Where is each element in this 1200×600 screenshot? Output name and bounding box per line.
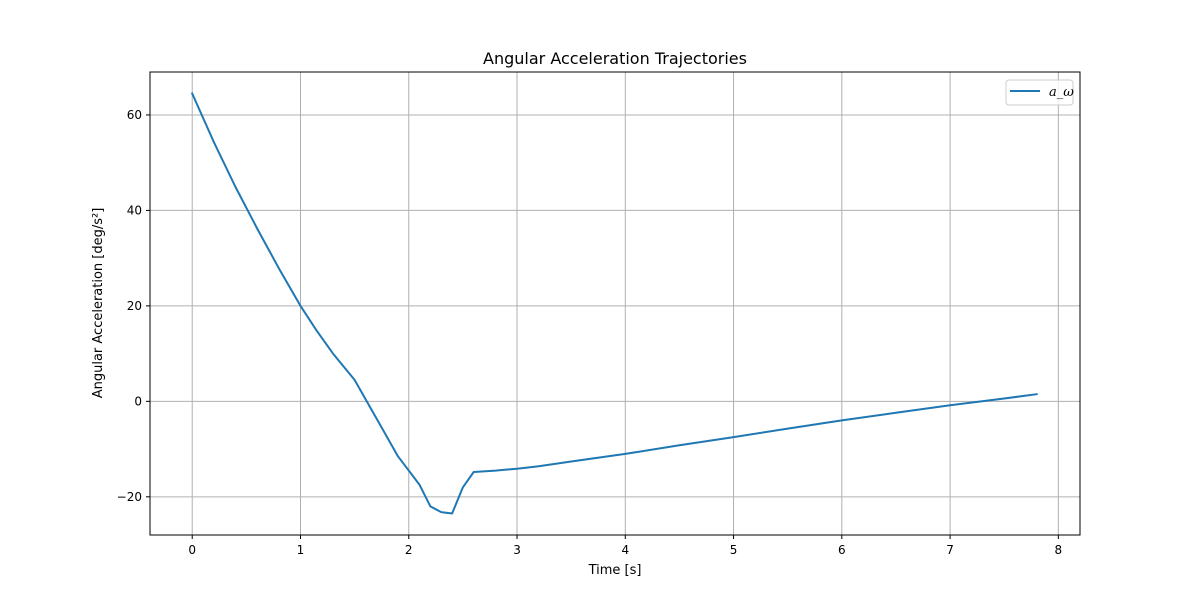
x-tick-label: 6 <box>838 543 846 557</box>
y-tick-label: 0 <box>134 394 142 408</box>
x-tick-label: 5 <box>730 543 738 557</box>
x-tick-label: 8 <box>1055 543 1063 557</box>
x-tick-label: 3 <box>513 543 521 557</box>
legend: a_ω <box>1005 79 1074 106</box>
plot-frame <box>149 71 1081 536</box>
grid <box>150 72 1080 535</box>
legend-series-label: a_ω <box>1049 85 1074 100</box>
x-tick-label: 7 <box>946 543 954 557</box>
y-tick-label: −20 <box>117 490 142 504</box>
y-tick-label: 40 <box>127 203 142 217</box>
series-layer <box>190 92 1038 515</box>
x-tick-label: 4 <box>621 543 629 557</box>
y-axis-label: Angular Acceleration [deg/s²] <box>91 208 106 399</box>
x-tick-label: 1 <box>297 543 305 557</box>
y-tick-label: 60 <box>127 108 142 122</box>
x-tick-label: 0 <box>188 543 196 557</box>
x-axis-label: Time [s] <box>588 563 642 578</box>
x-tick-label: 2 <box>405 543 413 557</box>
x-axis: 0 1 2 3 4 5 6 7 8 <box>188 535 1062 557</box>
series-line <box>190 92 1038 515</box>
chart-title: Angular Acceleration Trajectories <box>483 49 747 68</box>
y-tick-label: 20 <box>127 299 142 313</box>
legend-box <box>1005 79 1074 106</box>
y-axis: −20 0 20 40 60 <box>117 108 150 504</box>
